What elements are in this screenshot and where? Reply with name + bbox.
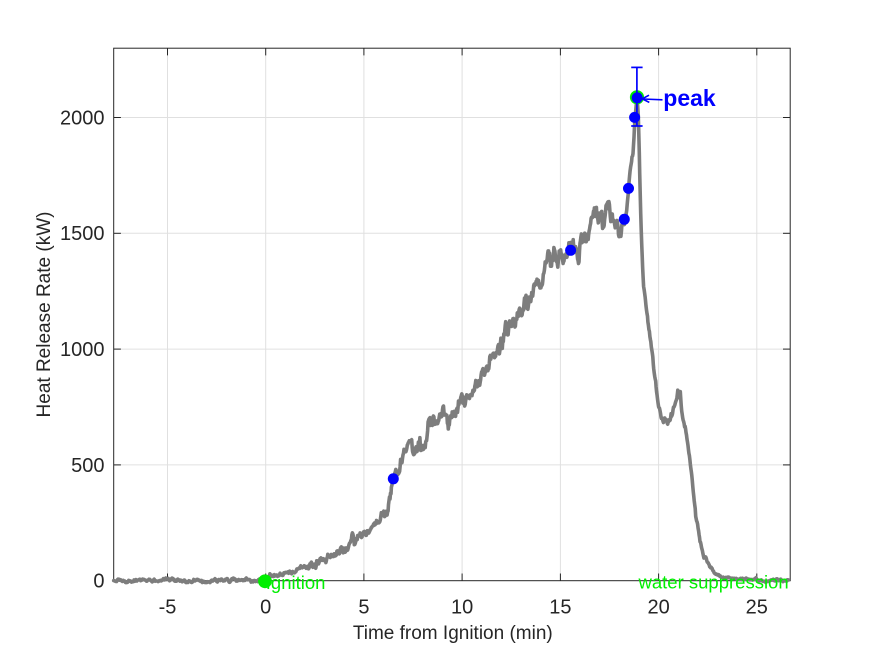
svg-text:5: 5 xyxy=(358,596,369,618)
svg-text:water suppression: water suppression xyxy=(638,572,789,593)
svg-text:20: 20 xyxy=(647,596,669,618)
svg-text:25: 25 xyxy=(746,596,768,618)
svg-text:2000: 2000 xyxy=(60,107,105,129)
svg-text:peak: peak xyxy=(663,85,716,111)
svg-text:1500: 1500 xyxy=(60,223,105,245)
svg-text:0: 0 xyxy=(260,596,271,618)
svg-text:15: 15 xyxy=(549,596,571,618)
svg-text:Heat Release Rate (kW): Heat Release Rate (kW) xyxy=(34,212,55,418)
svg-text:-5: -5 xyxy=(159,596,177,618)
svg-text:Ignition: Ignition xyxy=(266,572,326,593)
svg-text:10: 10 xyxy=(451,596,473,618)
svg-text:1000: 1000 xyxy=(60,339,105,361)
svg-text:Time from Ignition (min): Time from Ignition (min) xyxy=(353,623,553,644)
svg-text:500: 500 xyxy=(71,455,104,477)
svg-text:0: 0 xyxy=(93,571,104,593)
